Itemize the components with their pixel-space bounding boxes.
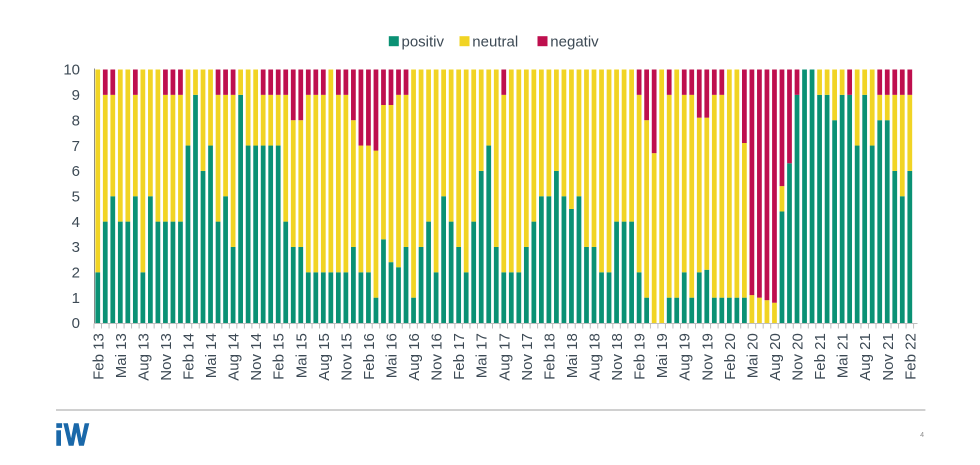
- svg-text:4: 4: [72, 214, 80, 231]
- svg-text:Nov 21: Nov 21: [880, 333, 897, 381]
- svg-text:Mai 17: Mai 17: [474, 333, 491, 378]
- svg-text:Mai 21: Mai 21: [835, 333, 852, 378]
- svg-text:Aug 14: Aug 14: [226, 333, 243, 381]
- svg-text:6: 6: [72, 163, 80, 180]
- svg-text:Nov 18: Nov 18: [609, 333, 626, 381]
- svg-text:4: 4: [920, 432, 924, 439]
- svg-text:Nov 17: Nov 17: [519, 333, 536, 381]
- svg-text:Aug 17: Aug 17: [496, 333, 513, 381]
- svg-text:Nov 20: Nov 20: [790, 333, 807, 381]
- svg-text:Mai 16: Mai 16: [383, 333, 400, 378]
- svg-text:Aug 20: Aug 20: [767, 333, 784, 381]
- svg-text:Mai 15: Mai 15: [293, 333, 310, 378]
- svg-text:Mai 18: Mai 18: [564, 333, 581, 378]
- svg-text:5: 5: [72, 188, 80, 205]
- svg-text:Feb 18: Feb 18: [541, 333, 558, 380]
- svg-text:Mai 13: Mai 13: [113, 333, 130, 378]
- svg-text:Mai 20: Mai 20: [744, 333, 761, 378]
- svg-text:Feb 19: Feb 19: [632, 333, 649, 380]
- svg-text:Aug 16: Aug 16: [406, 333, 423, 381]
- svg-text:9: 9: [72, 87, 80, 104]
- svg-text:8: 8: [72, 112, 80, 129]
- svg-text:Feb 21: Feb 21: [812, 333, 829, 380]
- svg-text:Feb 20: Feb 20: [722, 333, 739, 380]
- svg-text:3: 3: [72, 239, 80, 256]
- svg-text:Aug 21: Aug 21: [857, 333, 874, 381]
- svg-text:10: 10: [63, 62, 80, 79]
- svg-text:Feb 16: Feb 16: [361, 333, 378, 380]
- svg-text:Nov 16: Nov 16: [429, 333, 446, 381]
- svg-text:7: 7: [72, 138, 80, 155]
- svg-text:Feb 22: Feb 22: [902, 333, 919, 380]
- svg-text:Nov 15: Nov 15: [338, 333, 355, 381]
- svg-text:Feb 13: Feb 13: [90, 333, 107, 380]
- svg-text:Feb 17: Feb 17: [451, 333, 468, 380]
- svg-text:Nov 14: Nov 14: [248, 333, 265, 381]
- svg-text:0: 0: [72, 315, 80, 332]
- svg-text:Feb 15: Feb 15: [271, 333, 288, 380]
- svg-text:Aug 18: Aug 18: [587, 333, 604, 381]
- svg-text:Feb 14: Feb 14: [180, 333, 197, 380]
- svg-text:Mai 14: Mai 14: [203, 333, 220, 378]
- svg-text:Mai 19: Mai 19: [654, 333, 671, 378]
- svg-text:1: 1: [72, 290, 80, 307]
- svg-text:Nov 13: Nov 13: [158, 333, 175, 381]
- svg-text:positiv: positiv: [402, 33, 445, 50]
- svg-text:Nov 19: Nov 19: [699, 333, 716, 381]
- svg-text:2: 2: [72, 265, 80, 282]
- svg-text:neutral: neutral: [472, 33, 518, 50]
- svg-text:Aug 15: Aug 15: [316, 333, 333, 381]
- svg-text:negativ: negativ: [550, 33, 599, 50]
- svg-text:Aug 13: Aug 13: [135, 333, 152, 381]
- svg-text:Aug 19: Aug 19: [677, 333, 694, 381]
